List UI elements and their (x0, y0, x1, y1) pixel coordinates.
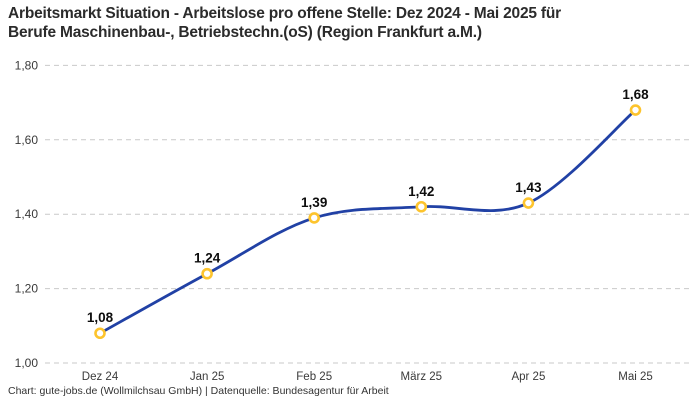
data-point-marker (415, 200, 428, 213)
y-tick-label: 1,20 (15, 282, 39, 296)
data-point-label: 1,39 (301, 195, 327, 210)
chart-title: Arbeitsmarkt Situation - Arbeitslose pro… (8, 4, 648, 42)
data-point-marker (629, 104, 642, 116)
data-point-marker (522, 197, 535, 209)
x-tick-label: Mai 25 (618, 371, 653, 383)
x-tick-label: Jan 25 (190, 371, 225, 383)
x-tick-label: Feb 25 (296, 371, 332, 383)
x-tick-label: Dez 24 (82, 371, 119, 383)
chart-title-line1: Arbeitsmarkt Situation - Arbeitslose pro… (8, 5, 561, 22)
data-point-marker (94, 327, 106, 340)
data-point-label: 1,43 (515, 180, 542, 195)
data-point-marker (308, 212, 321, 224)
chart-title-line2: Berufe Maschinenbau-, Betriebstechn.(oS)… (8, 24, 482, 41)
y-tick-label: 1,00 (15, 356, 39, 370)
data-point-label: 1,68 (622, 87, 649, 102)
y-tick-label: 1,40 (15, 207, 39, 221)
y-tick-label: 1,80 (15, 58, 39, 72)
x-tick-label: März 25 (401, 371, 443, 383)
data-point-label: 1,42 (408, 184, 434, 199)
data-point-marker (201, 267, 213, 280)
trend-line (98, 108, 637, 335)
x-tick-label: Apr 25 (511, 371, 545, 383)
y-tick-label: 1,60 (15, 133, 39, 147)
chart-footer: Chart: gute-jobs.de (Wollmilchsau GmbH) … (8, 385, 389, 397)
data-point-label: 1,08 (87, 310, 114, 325)
data-point-label: 1,24 (194, 251, 221, 266)
